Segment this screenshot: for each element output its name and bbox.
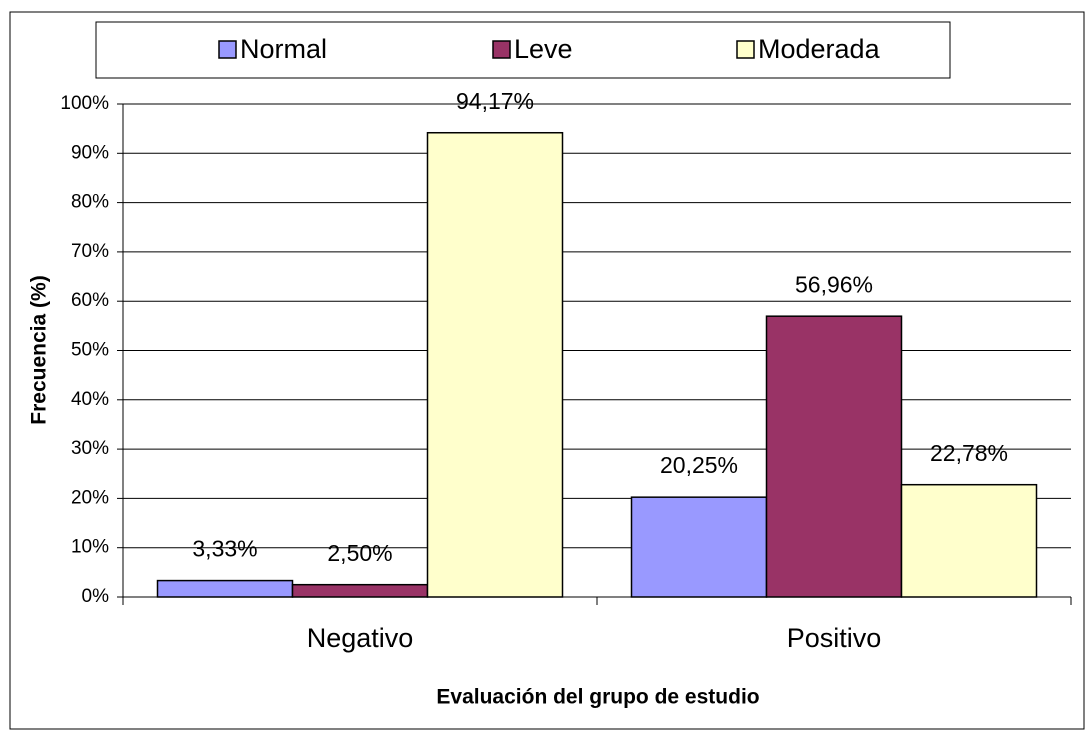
x-tick-label: Positivo xyxy=(787,623,882,653)
value-label: 20,25% xyxy=(660,452,738,478)
x-axis-label: Evaluación del grupo de estudio xyxy=(436,686,759,709)
bar xyxy=(630,496,768,598)
y-tick-label: 100% xyxy=(60,93,109,114)
y-tick-label: 40% xyxy=(71,389,109,410)
legend-swatch xyxy=(736,40,755,59)
bar xyxy=(156,579,294,598)
y-tick-label: 60% xyxy=(71,290,109,311)
bar xyxy=(291,583,429,598)
legend-box xyxy=(95,21,951,79)
legend-label: Leve xyxy=(514,34,573,64)
legend-swatch xyxy=(492,40,511,59)
y-tick-label: 30% xyxy=(71,438,109,459)
value-label: 2,50% xyxy=(327,540,392,566)
legend-swatch xyxy=(218,40,237,59)
value-label: 56,96% xyxy=(795,271,873,297)
bar xyxy=(426,131,564,598)
x-tick-label: Negativo xyxy=(307,623,414,653)
chart-frame xyxy=(9,11,1085,730)
value-label: 22,78% xyxy=(930,440,1008,466)
bar xyxy=(765,315,903,598)
legend-label: Moderada xyxy=(758,34,881,64)
y-tick-label: 90% xyxy=(71,142,109,163)
y-tick-label: 80% xyxy=(71,192,109,213)
value-label: 3,33% xyxy=(192,536,257,562)
legend-label: Normal xyxy=(240,34,327,64)
y-tick-label: 0% xyxy=(82,586,110,607)
y-tick-label: 20% xyxy=(71,487,109,508)
y-tick-label: 50% xyxy=(71,340,109,361)
y-tick-label: 70% xyxy=(71,241,109,262)
value-label: 94,17% xyxy=(456,88,534,114)
bar xyxy=(900,483,1038,598)
y-tick-label: 10% xyxy=(71,537,109,558)
y-axis-label: Frecuencia (%) xyxy=(28,275,51,424)
